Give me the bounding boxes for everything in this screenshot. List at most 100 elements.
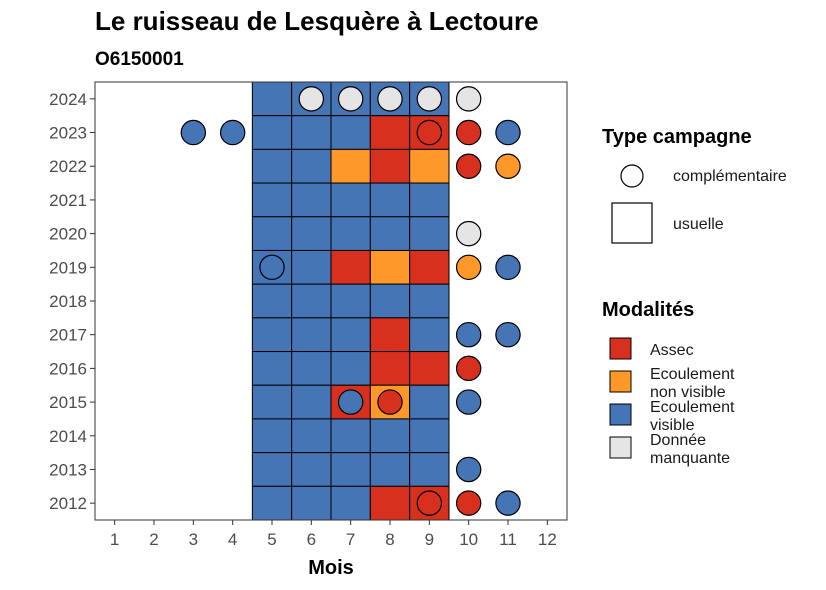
tile-2021-7 xyxy=(330,182,371,218)
legend-key-usuelle xyxy=(611,202,653,244)
tile-2019-7 xyxy=(330,249,371,285)
y-tick-label-2016: 2016 xyxy=(49,359,87,378)
tile-2017-8 xyxy=(369,317,411,353)
point-2012-9 xyxy=(416,490,443,516)
y-tick-label-2014: 2014 xyxy=(49,427,87,446)
legend-key-assec xyxy=(609,337,632,360)
x-tick-label-6: 6 xyxy=(307,530,316,549)
legend-key-complementaire xyxy=(620,164,644,188)
tile-2021-9 xyxy=(409,182,450,218)
tile-2019-9 xyxy=(409,249,450,285)
tile-2020-7 xyxy=(330,216,371,251)
point-2016-10 xyxy=(455,355,482,382)
x-tick-label-12: 12 xyxy=(538,530,557,549)
point-2024-8 xyxy=(377,86,403,112)
complementaire-points xyxy=(180,86,521,516)
point-2020-10 xyxy=(455,220,482,247)
tile-2012-7 xyxy=(330,485,371,521)
point-2024-10 xyxy=(455,86,482,112)
tile-2017-9 xyxy=(409,317,450,353)
point-2023-9 xyxy=(416,119,443,146)
x-tick-label-3: 3 xyxy=(189,530,198,549)
point-2017-10 xyxy=(455,321,482,348)
y-tick-label-2024: 2024 xyxy=(49,90,87,109)
tile-2013-6 xyxy=(291,452,332,487)
tile-2020-6 xyxy=(291,216,332,251)
y-tick-label-2018: 2018 xyxy=(49,292,87,311)
x-tick-label-1: 1 xyxy=(110,530,119,549)
tile-2019-8 xyxy=(369,249,411,285)
chart-title: Le ruisseau de Lesquère à Lectoure xyxy=(95,6,539,36)
tile-2015-5 xyxy=(251,384,293,420)
legend-label-complementaire: complémentaire xyxy=(673,168,787,185)
y-tick-label-2013: 2013 xyxy=(49,460,87,479)
y-tick-label-2023: 2023 xyxy=(49,124,87,143)
point-2012-11 xyxy=(495,490,521,516)
tile-2018-9 xyxy=(409,283,450,319)
tile-2022-8 xyxy=(369,148,411,184)
tile-2018-7 xyxy=(330,283,371,319)
tile-2013-5 xyxy=(251,452,293,487)
tile-2017-7 xyxy=(330,317,371,353)
x-axis-title: Mois xyxy=(308,557,354,579)
point-2024-6 xyxy=(298,86,325,112)
tile-2018-8 xyxy=(369,283,411,319)
tile-2016-8 xyxy=(369,351,411,386)
tile-2022-9 xyxy=(409,148,450,184)
tile-2013-9 xyxy=(409,452,450,487)
tile-2012-6 xyxy=(291,485,332,521)
legend-label-line: Donnée xyxy=(650,432,706,449)
legend-key-ecoulement-visible xyxy=(609,403,632,426)
point-2017-11 xyxy=(495,321,521,348)
tile-2020-8 xyxy=(369,216,411,251)
legend-type-title: Type campagne xyxy=(602,126,752,148)
point-2023-11 xyxy=(495,119,521,146)
tile-2014-5 xyxy=(251,418,293,454)
legend-label-line: visible xyxy=(650,417,695,434)
point-2015-7 xyxy=(337,389,364,415)
tile-2016-6 xyxy=(291,351,332,386)
point-2023-10 xyxy=(455,119,482,146)
tile-2019-6 xyxy=(291,249,332,285)
tile-2021-8 xyxy=(369,182,411,218)
point-2019-11 xyxy=(495,254,521,281)
point-2024-9 xyxy=(416,86,443,112)
point-2023-4 xyxy=(219,119,246,146)
y-axis: 2012 2013 2014 2015 2016 2017 2018 2019 2020 2021… xyxy=(49,90,95,513)
tile-2023-7 xyxy=(330,115,371,150)
y-tick-label-2022: 2022 xyxy=(49,157,87,176)
tile-2023-5 xyxy=(251,115,293,150)
tile-2023-8 xyxy=(369,115,411,150)
x-tick-label-5: 5 xyxy=(267,530,276,549)
y-tick-label-2021: 2021 xyxy=(49,191,87,210)
tile-2022-7 xyxy=(330,148,371,184)
legend-label-line: Ecoulement xyxy=(650,399,735,416)
tile-2013-8 xyxy=(369,452,411,487)
tile-2021-5 xyxy=(251,182,293,218)
legend-label-line: manquante xyxy=(650,450,730,467)
x-tick-label-11: 11 xyxy=(499,530,517,549)
legend-modalites-title: Modalités xyxy=(602,299,694,321)
tile-2021-6 xyxy=(291,182,332,218)
point-2023-3 xyxy=(180,119,207,146)
x-tick-label-2: 2 xyxy=(149,530,158,549)
tile-2018-5 xyxy=(251,283,293,319)
tile-2014-9 xyxy=(409,418,450,454)
point-2019-10 xyxy=(455,254,482,281)
legend-label-line: Ecoulement xyxy=(650,366,735,383)
x-axis: 1 2 3 4 5 6 7 8 9 10 11 12 xyxy=(110,520,557,549)
tile-2012-5 xyxy=(251,485,293,521)
y-tick-label-2019: 2019 xyxy=(49,258,87,277)
y-tick-label-2020: 2020 xyxy=(49,225,87,244)
legend-label-line: non visible xyxy=(650,384,726,401)
x-tick-label-10: 10 xyxy=(459,530,478,549)
chart-subtitle: O6150001 xyxy=(95,49,184,70)
legend-key-donnée-manquante xyxy=(609,436,632,459)
tile-2014-6 xyxy=(291,418,332,454)
point-2013-10 xyxy=(455,456,482,483)
legend-label-line: Assec xyxy=(650,342,694,359)
tile-2014-8 xyxy=(369,418,411,454)
usuelle-tiles xyxy=(251,81,450,521)
